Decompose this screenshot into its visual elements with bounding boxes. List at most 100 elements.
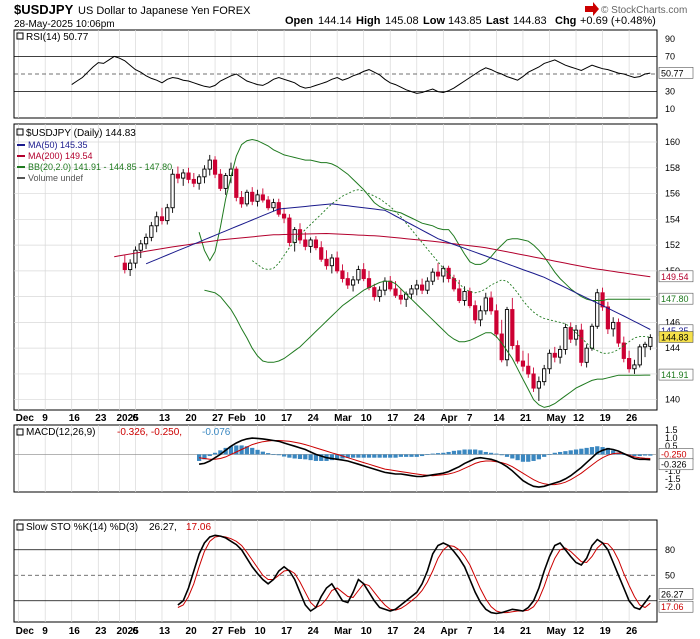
macd-hist-bar — [542, 454, 547, 457]
candle-body — [627, 358, 632, 370]
macd-hist-bar — [520, 454, 526, 462]
macd-hist-bar — [202, 454, 207, 460]
rsi-tick-label: 10 — [665, 104, 675, 114]
price-last-value-box — [658, 331, 694, 343]
candle-body — [393, 288, 398, 296]
candle-body — [335, 257, 340, 272]
macd-hist-bar — [621, 454, 626, 456]
candle-body — [244, 191, 250, 205]
candle-body — [573, 329, 579, 340]
macd-hist-bar — [568, 450, 573, 455]
candle-body — [128, 262, 133, 271]
x-tick-label: 23 — [95, 413, 107, 424]
macd-hist-bar — [584, 447, 589, 455]
x-tick-label: 21 — [520, 413, 532, 424]
macd-hist-bar — [648, 454, 653, 456]
macd-hist-bar — [207, 454, 212, 457]
x-tick-label: 12 — [573, 413, 585, 424]
macd-hist-bar — [579, 448, 584, 455]
candle-body — [361, 269, 366, 280]
macd-hist-bar — [335, 454, 340, 460]
x-tick-label: 17 — [387, 413, 399, 424]
macd-hist-bar — [441, 452, 446, 455]
x-tick-label: Apr — [440, 413, 457, 424]
macd-hist-bar — [260, 451, 265, 455]
candle-body — [297, 229, 303, 241]
candle-body — [340, 270, 345, 280]
rsi-tick-label: 30 — [665, 87, 675, 97]
candle-body — [197, 176, 202, 184]
candle-body — [489, 297, 494, 312]
macd-hist-bar — [255, 449, 260, 455]
price-tick-label: 160 — [665, 137, 680, 147]
candle-body — [165, 207, 170, 222]
macd-hist-bar — [499, 454, 504, 456]
sto-tick-label: 50 — [665, 570, 675, 580]
open-value: 144.14 — [318, 15, 352, 27]
rsi-last-value-box — [658, 67, 694, 79]
last-value: 144.83 — [513, 15, 547, 27]
macd-hist-bar — [287, 454, 292, 458]
candle-body — [138, 243, 143, 251]
macd-hist-bar — [250, 447, 255, 455]
macd-hist-bar — [430, 453, 435, 455]
price-last-value-box — [658, 270, 694, 283]
legend-marker — [16, 428, 24, 436]
candle-body — [175, 173, 180, 179]
macd-hist-bar — [212, 452, 218, 455]
candle-body — [462, 291, 467, 301]
price-last-value: 144.83 — [661, 332, 689, 342]
rsi-tick-label: 70 — [665, 51, 675, 61]
candle-body — [319, 247, 324, 260]
x-tick-label: 14 — [493, 413, 505, 424]
candle-body — [281, 213, 287, 219]
macd-hist-bar — [366, 454, 372, 458]
candle-body — [329, 257, 334, 267]
sto-panel-frame — [13, 519, 658, 623]
candle-body — [558, 349, 563, 358]
macd-legend-values: -0.326, -0.250, — [117, 427, 182, 438]
candle-body — [218, 173, 223, 189]
high-label: High — [356, 15, 381, 27]
candle-body — [292, 229, 297, 243]
macd-hist-bar — [218, 450, 223, 455]
x-tick-label: 19 — [600, 413, 612, 424]
macd-tick-label: -1.0 — [665, 466, 681, 476]
last-label: Last — [486, 15, 509, 27]
candle-body — [313, 239, 319, 249]
macd-hist-bar — [297, 454, 303, 459]
candle-body — [398, 294, 403, 300]
sto-d-line — [177, 535, 651, 614]
candle-body — [483, 297, 488, 312]
macd-hist-bar — [589, 447, 595, 455]
candle-body — [568, 327, 573, 340]
candle-body — [377, 289, 382, 298]
price-last-value-box — [658, 292, 694, 305]
macd-hist-bar — [595, 446, 600, 455]
sto-k-line — [177, 534, 651, 615]
x-tick-label: May — [546, 413, 566, 424]
price-last-value: 147.80 — [661, 294, 689, 304]
macd-hist-bar — [611, 450, 616, 455]
candle-body — [478, 310, 483, 321]
candle-body — [504, 309, 510, 361]
macd-hist-bar — [244, 446, 250, 455]
candle-body — [223, 175, 228, 189]
x-tick-label: 16 — [69, 626, 81, 637]
macd-hist-bar — [308, 454, 313, 461]
macd-hist-bar — [467, 449, 472, 455]
candle-body — [605, 306, 610, 330]
high-value: 145.08 — [385, 15, 419, 27]
symbol-name: US Dollar to Japanese Yen FOREX — [78, 5, 251, 17]
x-tick-label: 12 — [573, 626, 585, 637]
macd-hist-bar — [404, 454, 409, 457]
candle-body — [350, 279, 356, 286]
macd-hist-bar — [451, 450, 457, 455]
macd-hist-bar — [319, 454, 324, 461]
sto-tick-label: 80 — [665, 545, 675, 555]
macd-hist-bar — [329, 454, 334, 461]
candle-body — [271, 202, 276, 209]
x-tick-label: 2025 — [117, 413, 140, 424]
